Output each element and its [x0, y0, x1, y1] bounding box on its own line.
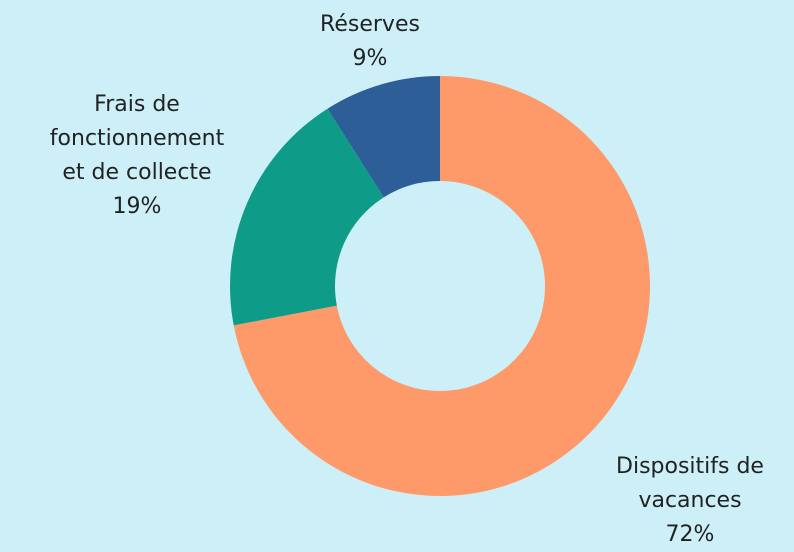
percent-label: 19% [112, 194, 162, 219]
percent-label: 9% [352, 46, 388, 71]
slice-label: Réserves 9% [275, 8, 465, 76]
donut-slice [327, 76, 440, 198]
category-label: Frais de fonctionnement et de collecte [49, 92, 225, 185]
donut-slice [233, 76, 651, 496]
slice-label: Frais de fonctionnement et de collecte 19… [42, 88, 232, 224]
category-label: Dispositifs de vacances [616, 454, 764, 513]
percent-label: 72% [665, 522, 715, 547]
category-label: Réserves [320, 12, 420, 37]
slice-label: Dispositifs de vacances 72% [595, 450, 785, 552]
donut-slice [230, 108, 384, 326]
